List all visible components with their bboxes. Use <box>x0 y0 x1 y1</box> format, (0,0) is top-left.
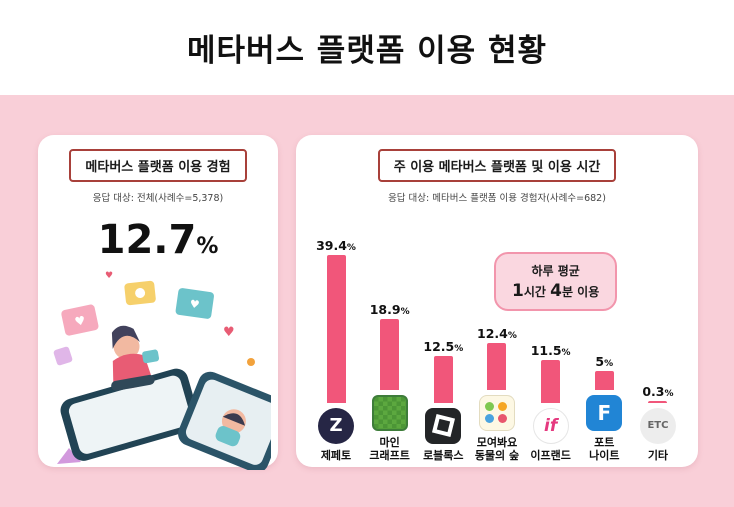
bar-category-label: 로블록스 <box>423 448 464 462</box>
bar-column: 39.4% Z 제페토 <box>310 235 362 462</box>
bar-value-unit: % <box>664 388 674 399</box>
bar-column: 12.5% 로블록스 <box>417 235 469 462</box>
roblox-tilted-square <box>431 414 455 438</box>
ifland-icon: if <box>532 407 569 444</box>
bar <box>433 355 453 403</box>
bar-column: 11.5% if 이프랜드 <box>525 235 577 462</box>
page-header: 메타버스 플랫폼 이용 현황 <box>0 0 734 95</box>
callout-line1: 하루 평균 <box>531 264 580 278</box>
bar-category-label: 기타 <box>647 448 669 462</box>
svg-text:♥: ♥ <box>223 325 235 340</box>
bar-category-label: 모여봐요 동물의 숲 <box>474 435 520 462</box>
bar-value-number: 39.4 <box>316 237 347 253</box>
bar-value-unit: % <box>346 242 356 253</box>
animal-crossing-dot <box>498 402 508 412</box>
bar <box>487 342 507 390</box>
bar-category-label: 포트 나이트 <box>589 435 620 462</box>
bar-value-label: 5% <box>595 354 613 369</box>
bar-value-label: 0.3% <box>642 384 673 399</box>
bar-zone: 39.4% <box>316 235 356 403</box>
content-area: 메타버스 플랫폼 이용 경험 응답 대상: 전체(사례수=5,378) 12.7… <box>0 95 734 507</box>
animal-crossing-icon <box>478 394 515 431</box>
bar-value-unit: % <box>604 358 614 369</box>
bar-zone: 5% <box>594 222 614 390</box>
bar-value-label: 12.5% <box>423 339 463 354</box>
bar-category-label: 제페토 <box>320 448 352 462</box>
minecraft-icon <box>371 394 408 431</box>
bar-column: 5% F 포트 나이트 <box>578 222 630 462</box>
page-title: 메타버스 플랫폼 이용 현황 <box>186 33 548 69</box>
platform-icon-wrap <box>425 407 462 445</box>
animal-crossing-dot <box>485 414 495 424</box>
etc-icon: ETC <box>639 407 676 444</box>
platform-bar-chart: 하루 평균 1시간 4분 이용 39.4% Z 제페토 18.9% 마인 크래프트 12.… <box>308 210 686 462</box>
fortnite-icon: F <box>586 394 623 431</box>
bar-value-unit: % <box>400 306 410 317</box>
experience-card-header: 메타버스 플랫폼 이용 경험 <box>69 149 247 182</box>
bar-value-unit: % <box>507 330 517 341</box>
bar-column: 0.3% ETC 기타 <box>632 235 684 462</box>
platform-icon-wrap: if <box>532 407 569 445</box>
people-on-phones-illustration: ♥ ♥ ♥ ♥ <box>53 271 271 470</box>
bar-zone: 0.3% <box>642 235 674 403</box>
bar-value-unit: % <box>561 347 571 358</box>
animal-crossing-dot <box>485 402 495 412</box>
animal-crossing-dot <box>498 414 508 424</box>
bar <box>541 359 561 403</box>
platform-icon-wrap: F <box>586 394 623 432</box>
bar-column: 12.4% 모여봐요 동물의 숲 <box>471 222 523 462</box>
bar-value-number: 12.4 <box>477 325 508 341</box>
bar-value-label: 39.4% <box>316 238 356 253</box>
bar-column: 18.9% 마인 크래프트 <box>364 222 416 462</box>
bars-row: 39.4% Z 제페토 18.9% 마인 크래프트 12.5% 로블록스 12.4% 모여봐요 … <box>310 222 684 462</box>
bar <box>594 370 614 390</box>
platforms-card: 주 이용 메타버스 플랫폼 및 이용 시간 응답 대상: 메타버스 플랫폼 이용… <box>296 135 698 467</box>
bar-value-number: 18.9 <box>369 301 401 317</box>
experience-card: 메타버스 플랫폼 이용 경험 응답 대상: 전체(사례수=5,378) 12.7… <box>38 135 278 470</box>
roblox-icon <box>425 407 462 444</box>
platform-icon-wrap: ETC <box>639 407 676 445</box>
bar-zone: 12.4% <box>477 222 517 390</box>
bar-zone: 11.5% <box>531 235 571 403</box>
experience-rate-unit: % <box>196 234 219 259</box>
bar-value-number: 5 <box>595 353 605 369</box>
bar-value-label: 11.5% <box>531 343 571 358</box>
bar-category-label: 마인 크래프트 <box>369 435 410 462</box>
bar-value-number: 0.3 <box>642 383 665 399</box>
bar-category-label: 이프랜드 <box>530 448 571 462</box>
callout-line2: 1시간 4분 이용 <box>512 281 600 301</box>
experience-rate-value: 12.7% <box>38 220 278 260</box>
svg-text:♥: ♥ <box>189 297 201 311</box>
bar-value-label: 12.4% <box>477 326 517 341</box>
daily-average-callout: 하루 평균 1시간 4분 이용 <box>494 252 618 311</box>
experience-rate-number: 12.7 <box>97 217 197 263</box>
bar-value-label: 18.9% <box>370 302 410 317</box>
platforms-card-subtitle: 응답 대상: 메타버스 플랫폼 이용 경험자(사례수=682) <box>388 193 606 204</box>
platform-icon-wrap: Z <box>318 407 354 445</box>
zepeto-icon: Z <box>318 407 354 444</box>
bar-value-number: 12.5 <box>423 338 455 354</box>
bar <box>326 254 346 403</box>
bar <box>648 400 668 403</box>
svg-text:♥: ♥ <box>105 271 113 281</box>
platforms-card-header: 주 이용 메타버스 플랫폼 및 이용 시간 <box>377 149 617 182</box>
platform-icon-wrap <box>478 394 515 432</box>
experience-card-subtitle: 응답 대상: 전체(사례수=5,378) <box>92 193 224 204</box>
bar-zone: 18.9% <box>370 222 410 390</box>
bar <box>380 318 400 390</box>
bar-zone: 12.5% <box>423 235 463 403</box>
bar-value-number: 11.5 <box>530 342 562 358</box>
svg-text:♥: ♥ <box>73 313 86 329</box>
bar-value-unit: % <box>454 343 464 354</box>
platform-icon-wrap <box>371 394 408 432</box>
